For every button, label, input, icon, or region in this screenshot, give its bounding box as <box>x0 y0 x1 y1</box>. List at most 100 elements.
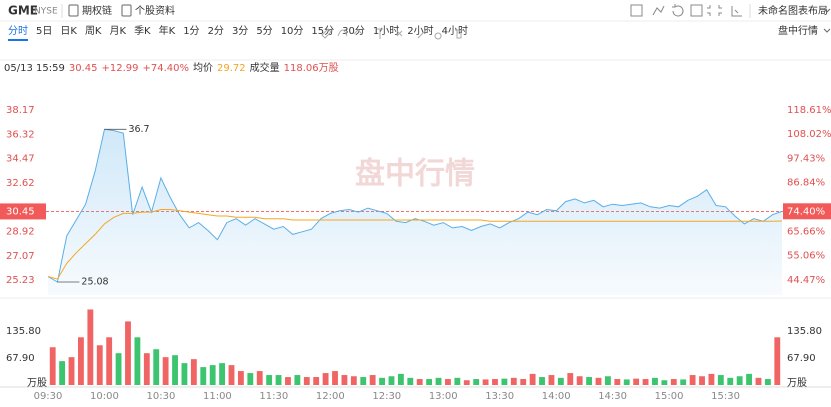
y2-tick-label: 108.02% <box>787 129 831 140</box>
period-tab[interactable]: 2小时 <box>407 25 433 37</box>
volume-bar <box>181 363 188 385</box>
volume-bar <box>586 377 593 385</box>
info-change-pct: +74.40% <box>142 63 189 74</box>
link[interactable]: 个股资料 <box>135 4 175 17</box>
annotation: 36.7 <box>128 124 149 135</box>
dropdown-caret <box>823 8 831 13</box>
volume-bar <box>49 347 56 385</box>
volume-bar <box>143 353 150 385</box>
period-tab[interactable]: 1分 <box>183 25 199 37</box>
volume-bar <box>219 363 226 385</box>
volume-bar <box>670 379 677 385</box>
period-tab[interactable]: 5日 <box>36 26 52 37</box>
info-avg-label: 均价 <box>193 62 213 74</box>
dropdown-caret <box>823 28 831 33</box>
pct-highlight <box>783 203 831 220</box>
volume-bar <box>96 345 103 385</box>
link[interactable]: 期权链 <box>82 4 112 17</box>
avg-line <box>47 209 783 280</box>
quote-info: 05/13 15:59 30.45 +12.99 +74.40% 均价 29.72 成交量 1… <box>4 61 339 74</box>
volume-bar <box>689 375 696 385</box>
info-volume-label: 成交量 <box>250 61 280 74</box>
volume-bar <box>256 371 263 385</box>
period-tab[interactable]: 30分 <box>342 25 365 37</box>
volume-bar <box>303 377 310 385</box>
x-tick-label: 10:30 <box>147 391 176 402</box>
y2-tick-label: 135.80 <box>787 326 822 337</box>
volume-bar <box>125 321 131 385</box>
volume-bar <box>237 371 244 385</box>
y-unit: 万股 <box>27 377 47 389</box>
x-tick-label: 10:00 <box>90 391 119 402</box>
layout-name[interactable]: 未命名图表布局 <box>758 4 828 17</box>
price-line <box>47 128 783 283</box>
volume-bar <box>78 337 84 385</box>
volume-bar <box>379 377 385 385</box>
x-tick-label: 15:00 <box>655 391 684 402</box>
volume-bar <box>294 375 301 385</box>
volume-bar <box>228 365 235 385</box>
price-area <box>48 129 782 295</box>
info-avg-price: 29.72 <box>217 63 246 74</box>
info-volume: 118.06万股 <box>284 62 339 74</box>
x-tick-label: 12:30 <box>372 391 401 402</box>
volume-bar <box>548 375 555 385</box>
y2-tick-label: 74.40% <box>787 206 825 217</box>
volume-bar <box>642 379 649 385</box>
volume-bar <box>614 379 621 385</box>
period-tab[interactable]: 2分 <box>208 25 224 37</box>
symbol[interactable]: GME <box>8 4 38 18</box>
x-tick-label: 15:30 <box>711 391 740 402</box>
toolbar-icons[interactable] <box>630 4 742 17</box>
volume-bar <box>520 379 527 385</box>
volume-bar <box>473 379 480 385</box>
volume-bar <box>736 376 743 385</box>
exchange: NYSE <box>34 7 58 17</box>
volume-bar <box>350 376 357 385</box>
y2-unit: 万股 <box>787 377 807 389</box>
volume-bar <box>397 373 404 385</box>
period-tab[interactable]: 5分 <box>256 25 272 37</box>
period-tab[interactable]: 月K <box>110 25 127 37</box>
y-tick-label: 27.07 <box>6 251 35 262</box>
volume-bar <box>708 373 715 385</box>
period-tab[interactable]: 4小时 <box>442 25 468 37</box>
volume-bar <box>557 377 564 385</box>
info-price: 30.45 <box>69 63 98 74</box>
period-tab[interactable]: 分时 <box>8 25 28 37</box>
volume-bar <box>529 373 536 385</box>
y-tick-label: 36.32 <box>6 129 35 140</box>
volume-bar <box>106 337 113 385</box>
volume-bar <box>576 376 583 385</box>
x-tick-label: 14:30 <box>598 391 627 402</box>
volume-bar <box>68 357 75 385</box>
period-tab[interactable]: 10分 <box>281 25 304 37</box>
volume-bar <box>162 357 169 385</box>
y-tick-label: 28.92 <box>6 227 35 238</box>
volume-bar <box>416 379 423 385</box>
quote-mode[interactable]: 盘中行情 <box>778 24 818 37</box>
volume-bar <box>492 379 498 385</box>
volume-bar <box>369 375 376 385</box>
volume-bar <box>153 349 160 385</box>
info-datetime: 05/13 15:59 <box>4 63 65 74</box>
period-tab[interactable]: 3分 <box>232 25 248 37</box>
volume-bar <box>426 379 433 385</box>
x-tick-label: 11:30 <box>259 391 288 402</box>
period-tab[interactable]: 日K <box>60 26 77 37</box>
volume-bar <box>200 367 207 385</box>
volume-bar <box>332 371 338 385</box>
period-tab[interactable]: 季K <box>134 25 151 37</box>
volume-bar <box>266 375 273 385</box>
volume-bar <box>209 365 216 385</box>
volume-bar <box>755 377 762 385</box>
period-tab[interactable]: 1小时 <box>373 25 399 37</box>
volume-bar <box>87 309 94 385</box>
volume-bar <box>746 373 752 385</box>
volume-bar <box>313 377 320 385</box>
period-tab[interactable]: 周K <box>85 25 102 37</box>
period-tab[interactable]: 年K <box>159 24 176 37</box>
drawing-tools[interactable] <box>321 28 463 40</box>
x-tick-label: 14:00 <box>542 391 571 402</box>
volume-bar <box>567 373 574 385</box>
